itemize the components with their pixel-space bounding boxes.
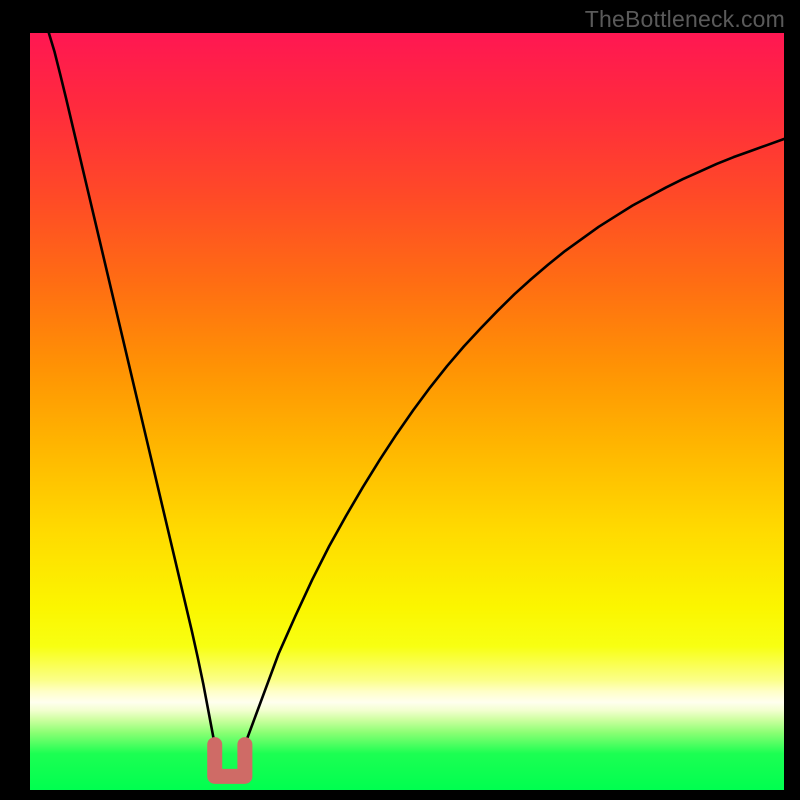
dip-marker [215,745,245,777]
plot-frame [30,33,784,790]
watermark-text: TheBottleneck.com [585,6,785,33]
stage: TheBottleneck.com [0,0,800,800]
dip-marker-layer [30,33,784,790]
